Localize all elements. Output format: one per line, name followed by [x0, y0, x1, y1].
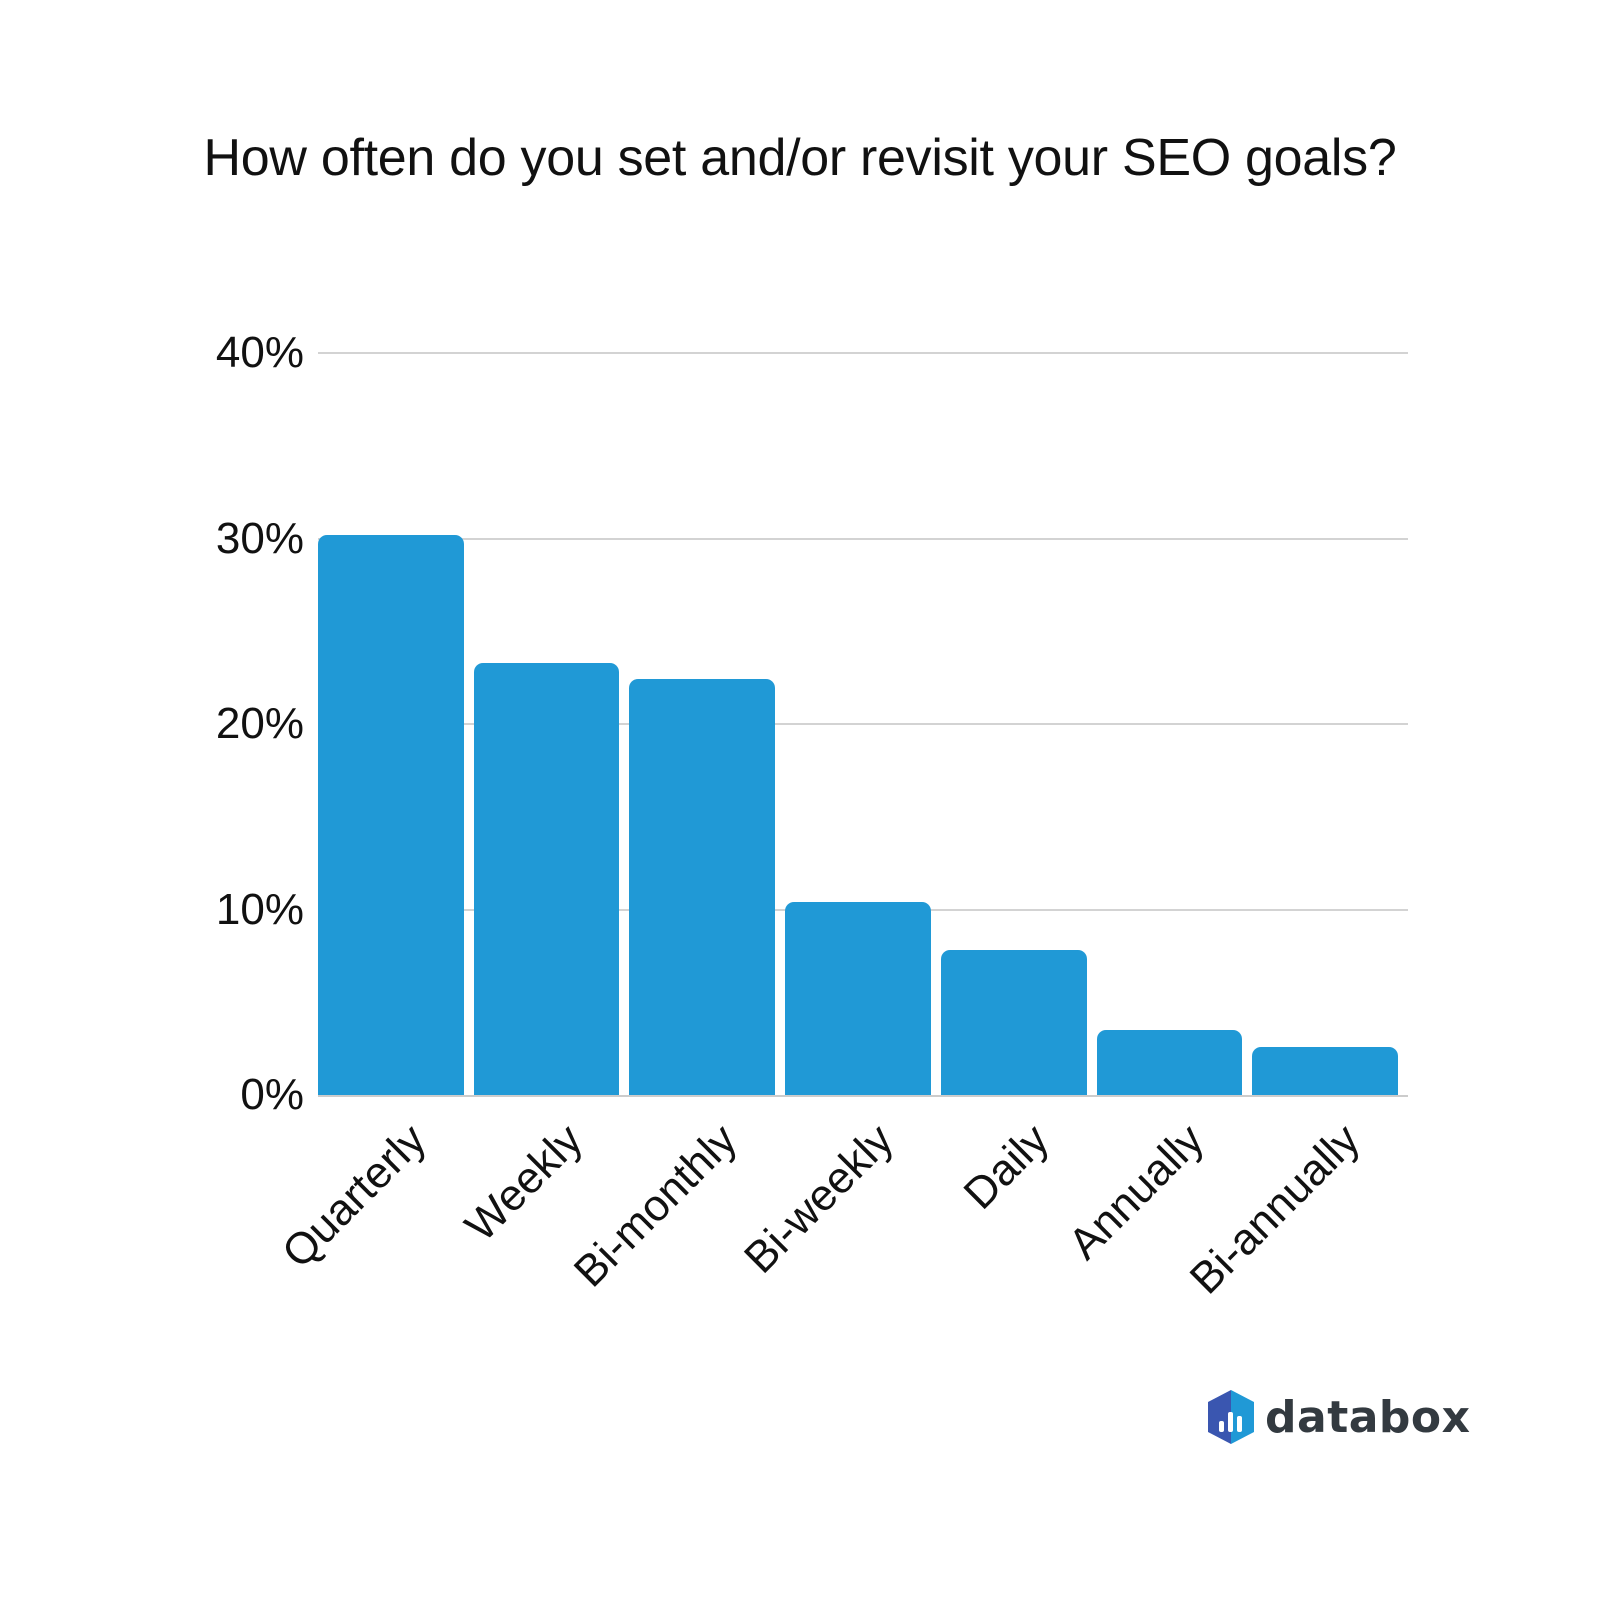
y-axis-tick-label: 0% — [240, 1070, 304, 1119]
databox-wordmark: databox — [1265, 1391, 1471, 1443]
y-axis-tick-label: 30% — [215, 513, 304, 563]
bar-bi-annually — [1252, 1046, 1398, 1095]
bar-bi-monthly — [629, 679, 776, 1095]
bar-weekly — [473, 662, 620, 1095]
databox-logo: databox — [1205, 1388, 1471, 1446]
x-axis-tick-label: Bi-monthly — [565, 1114, 747, 1297]
x-axis-tick-label: Annually — [1059, 1114, 1214, 1269]
y-axis-tick-label: 10% — [215, 884, 304, 934]
bar-quarterly — [318, 534, 464, 1095]
x-axis-tick-label: Weekly — [455, 1114, 592, 1251]
bar-annually — [1096, 1030, 1243, 1095]
databox-hexagon-bar-icon — [1208, 1390, 1254, 1444]
x-axis-tick-label: Daily — [954, 1114, 1059, 1219]
bar-bi-weekly — [785, 902, 931, 1095]
x-axis-tick-label: Bi-weekly — [735, 1114, 903, 1283]
x-axis-baseline — [318, 1095, 1408, 1097]
gridline — [318, 537, 1408, 540]
y-axis-tick-label: 40% — [215, 328, 304, 377]
bar-daily — [940, 950, 1087, 1095]
y-axis-tick-label: 20% — [215, 699, 304, 748]
x-axis-tick-label: Quarterly — [272, 1114, 436, 1278]
chart-title: How often do you set and/or revisit your… — [203, 129, 1397, 187]
gridline — [318, 723, 1408, 725]
x-axis-tick-label: Bi-annually — [1180, 1114, 1370, 1304]
gridline — [318, 352, 1408, 354]
